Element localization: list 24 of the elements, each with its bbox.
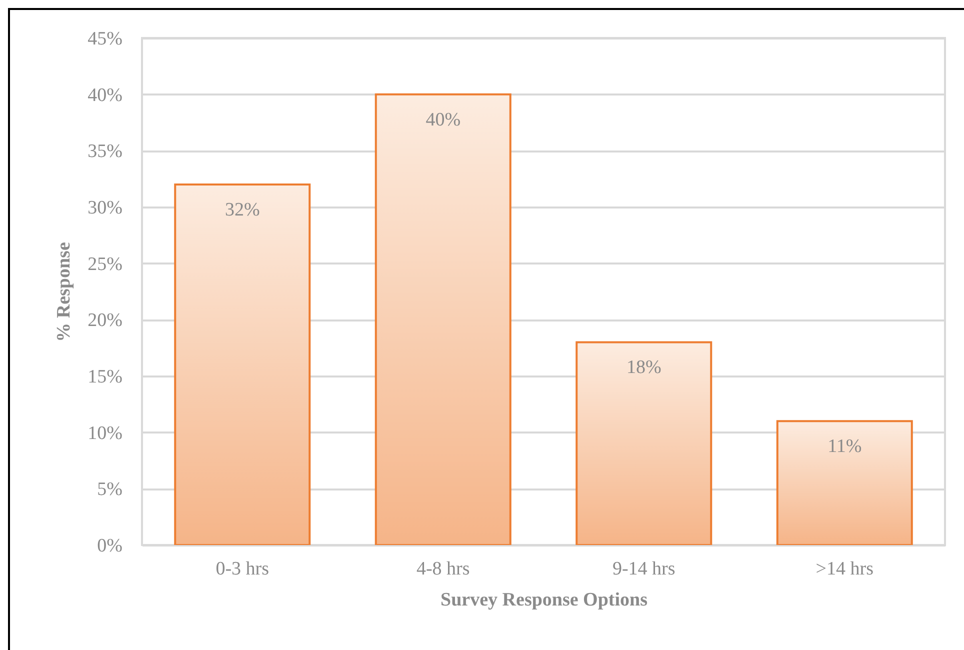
y-tick-label: 40% bbox=[88, 84, 123, 106]
y-tick-label: 45% bbox=[88, 28, 123, 50]
y-tick-label: 5% bbox=[97, 479, 123, 500]
bar bbox=[576, 341, 712, 545]
x-axis-title: Survey Response Options bbox=[440, 590, 648, 610]
y-tick-label: 35% bbox=[88, 141, 123, 162]
bar bbox=[374, 93, 512, 545]
data-label: 40% bbox=[426, 109, 461, 130]
y-tick-label: 10% bbox=[88, 422, 123, 444]
x-tick-label: 4-8 hrs bbox=[416, 558, 470, 580]
x-tick-label: >14 hrs bbox=[816, 558, 874, 580]
y-tick-label: 0% bbox=[97, 536, 123, 556]
y-tick-label: 20% bbox=[88, 310, 123, 332]
x-tick-label: 0-3 hrs bbox=[216, 558, 270, 580]
data-label: 32% bbox=[224, 199, 260, 220]
bar bbox=[776, 420, 913, 545]
bar bbox=[174, 183, 311, 545]
y-tick-label: 30% bbox=[88, 198, 123, 218]
x-tick-label: 9-14 hrs bbox=[612, 558, 676, 580]
data-label: 11% bbox=[828, 436, 862, 458]
y-tick-label: 15% bbox=[88, 366, 123, 388]
y-axis-title: % Response bbox=[54, 242, 75, 342]
y-tick-label: 25% bbox=[88, 254, 123, 275]
data-label: 18% bbox=[626, 357, 662, 378]
